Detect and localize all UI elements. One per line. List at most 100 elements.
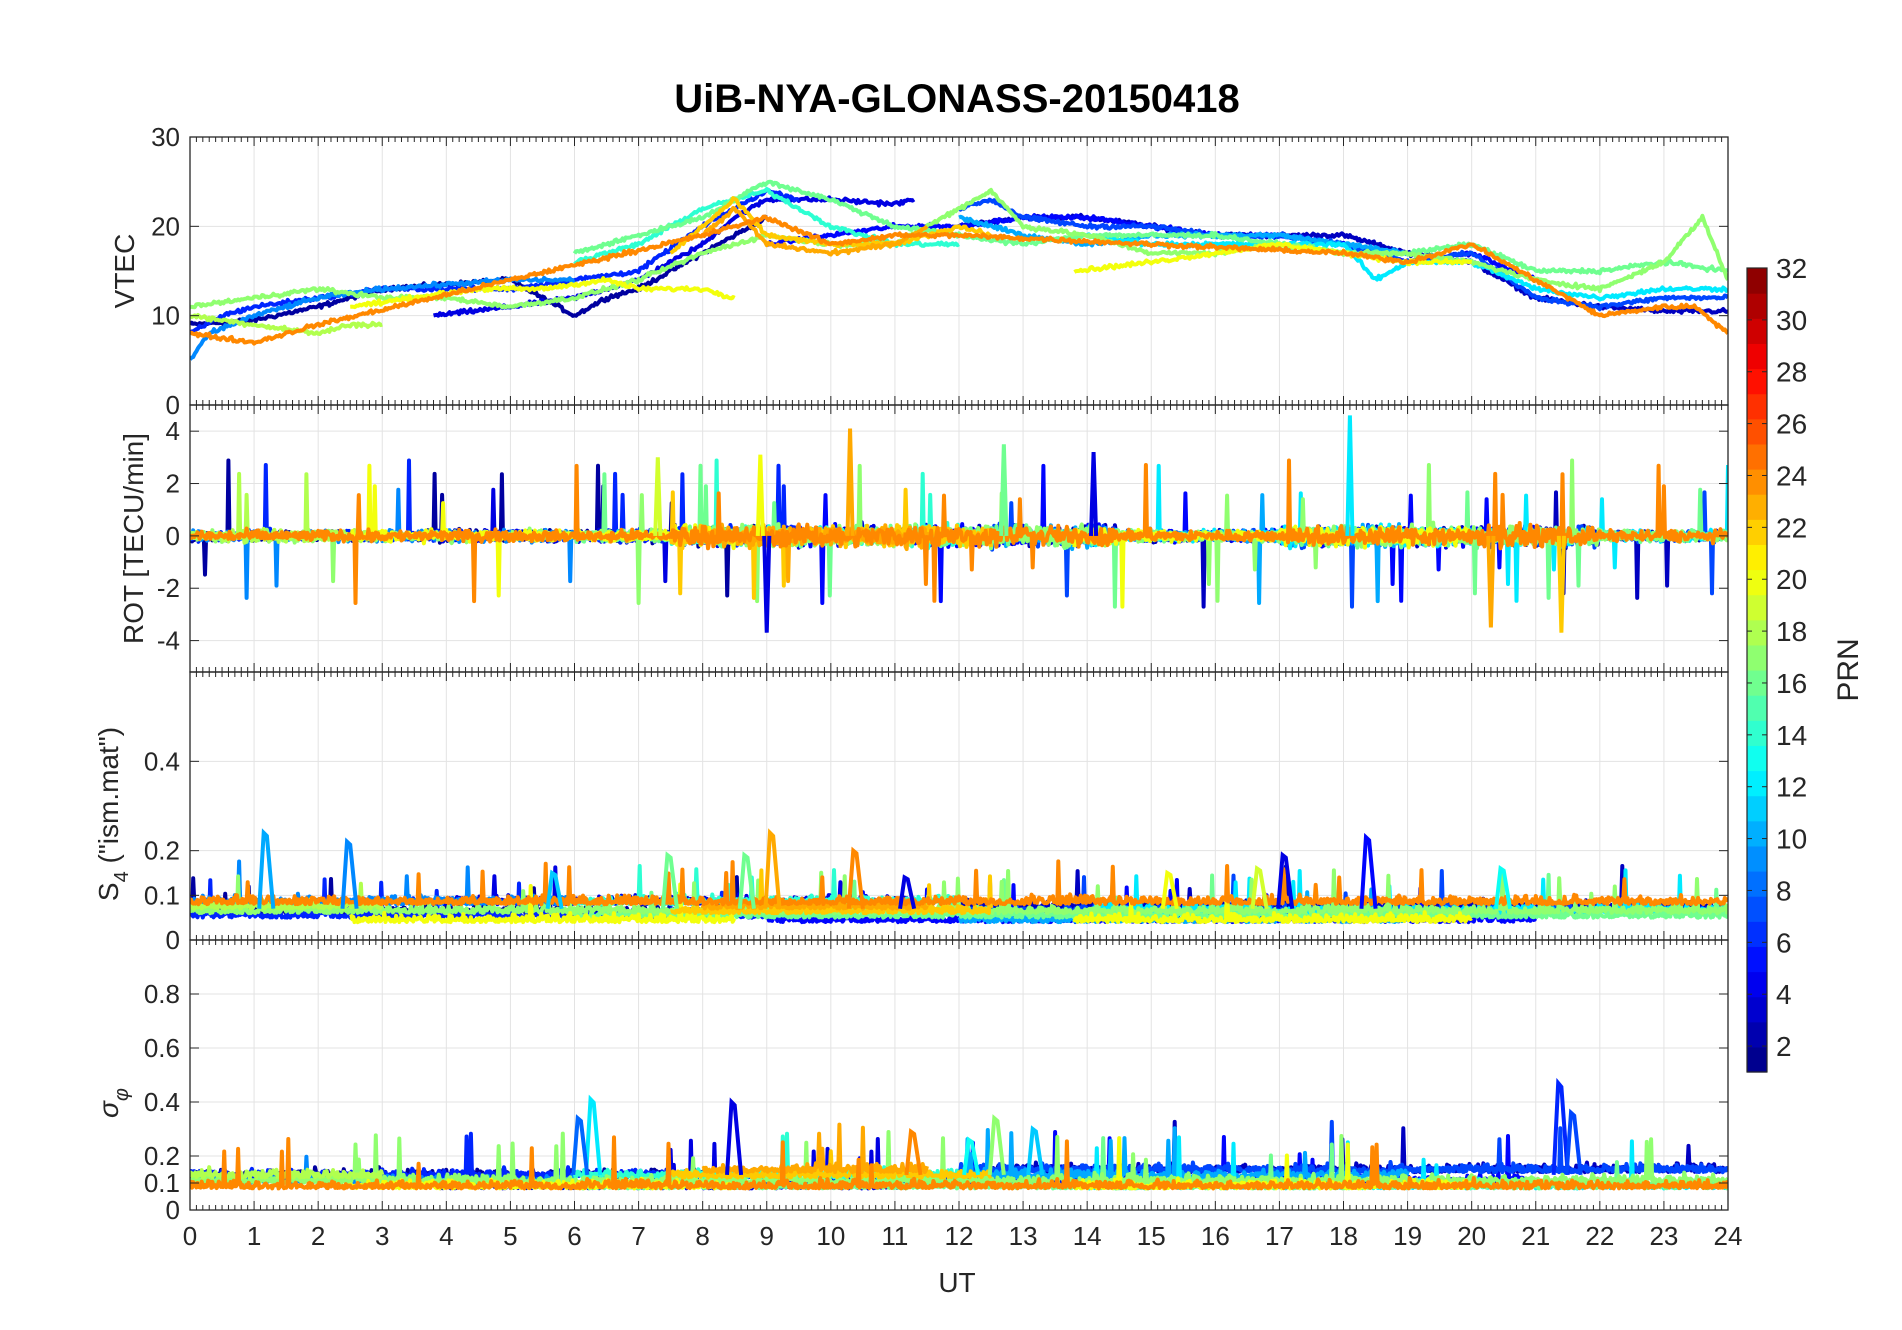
series-line-prn-16 xyxy=(572,179,1728,276)
y-label-main: σ xyxy=(93,1100,124,1118)
x-tick-label: 0 xyxy=(183,1221,197,1251)
colorbar-segment xyxy=(1747,720,1767,746)
panel-rot: -4 -2 0 2 4 ROT [TECU/min] xyxy=(118,404,1729,673)
spike-prn-24 xyxy=(846,846,865,909)
y-tick-label: 0.1 xyxy=(144,1168,180,1198)
colorbar-frame xyxy=(1746,267,1768,1073)
spike-prn-19 xyxy=(653,457,663,536)
colorbar-segment xyxy=(1747,946,1767,973)
y-label-main: S xyxy=(93,882,124,901)
series-line-prn-24 xyxy=(190,859,1728,907)
colorbar-segment xyxy=(1747,1021,1767,1048)
x-tick-label: 17 xyxy=(1265,1221,1294,1251)
series-line-prn-24 xyxy=(190,214,1728,346)
spike-prn-12 xyxy=(1345,415,1355,536)
colorbar-tick-label: 2 xyxy=(1776,1031,1792,1062)
y-tick-label: 30 xyxy=(151,122,180,152)
colorbar-tick-label: 28 xyxy=(1776,357,1807,388)
x-ticks-rot xyxy=(189,405,1729,672)
colorbar-segment xyxy=(1747,343,1767,370)
y-tick-label: 10 xyxy=(151,301,180,331)
y-tick-label: 20 xyxy=(151,211,180,241)
x-ticks-s4 xyxy=(189,672,1729,940)
x-tick-label: 9 xyxy=(760,1221,774,1251)
x-tick-label: 21 xyxy=(1521,1221,1550,1251)
colorbar-segment xyxy=(1747,318,1767,344)
colorbar-tick-label: 4 xyxy=(1776,979,1792,1010)
colorbar-label: PRN xyxy=(1832,638,1865,701)
spike-prn-24 xyxy=(904,1128,923,1176)
colorbar-segment xyxy=(1747,544,1767,571)
series-line-prn-24 xyxy=(190,458,1728,605)
colorbar-tick-label: 22 xyxy=(1776,512,1807,543)
colorbar-segment xyxy=(1747,770,1767,797)
y-tick-label: 0 xyxy=(166,1195,180,1225)
x-tick-label: 7 xyxy=(631,1221,645,1251)
colorbar-tick-label: 30 xyxy=(1776,305,1807,336)
x-ticks-sigphi xyxy=(189,940,1729,1210)
colorbar-segment xyxy=(1747,871,1767,897)
series-line-prn-23 xyxy=(701,206,929,257)
spike-prn-16 xyxy=(660,851,680,909)
spike-prn-4 xyxy=(762,535,772,633)
spike-prn-16 xyxy=(999,444,1009,536)
y-tick-label: -2 xyxy=(157,573,180,603)
colorbar-segment xyxy=(1747,971,1767,998)
spike-prn-7 xyxy=(1564,1108,1583,1176)
series-line-prn-24 xyxy=(190,1135,1728,1191)
x-tick-label: 24 xyxy=(1714,1221,1743,1251)
spike-prn-6 xyxy=(1551,1077,1570,1176)
colorbar-segment xyxy=(1747,670,1767,696)
y-tick-label: 0 xyxy=(166,390,180,420)
colorbar-segment xyxy=(1747,820,1767,847)
colorbar-segment xyxy=(1747,644,1767,671)
colorbar-tick-label: 14 xyxy=(1776,720,1807,751)
x-tick-label: 1 xyxy=(247,1221,261,1251)
x-tick-label: 23 xyxy=(1649,1221,1678,1251)
x-tick-label: 16 xyxy=(1201,1221,1230,1251)
colorbar-segment xyxy=(1747,469,1767,495)
spike-prn-4 xyxy=(898,874,917,910)
y-axis-label-rot: ROT [TECU/min] xyxy=(118,433,149,644)
spike-prn-4 xyxy=(725,1097,744,1176)
colorbar-segment xyxy=(1747,293,1767,319)
spike-prn-20 xyxy=(1160,869,1179,910)
colorbar-segment xyxy=(1747,1046,1767,1073)
y-label-sub: φ xyxy=(111,1088,133,1101)
y-ticks-rot xyxy=(190,430,1728,642)
x-tick-label: 6 xyxy=(567,1221,581,1251)
y-tick-label: -4 xyxy=(157,626,180,656)
colorbar-segment xyxy=(1747,921,1767,947)
colorbar-segment xyxy=(1747,494,1767,520)
x-tick-label: 3 xyxy=(375,1221,389,1251)
y-axis-label-vtec: VTEC xyxy=(109,234,140,309)
series-line-prn-20 xyxy=(1072,878,1473,925)
y-tick-label: 0.2 xyxy=(144,836,180,866)
y-axis-label-s4: S4 ("ism.mat") xyxy=(93,727,133,901)
spike-prn-23 xyxy=(845,428,855,536)
colorbar-tick-label: 18 xyxy=(1776,616,1807,647)
colorbar-segment xyxy=(1747,896,1767,922)
colorbar-segment xyxy=(1747,268,1767,294)
x-tick-label: 18 xyxy=(1329,1221,1358,1251)
series-line-prn-20 xyxy=(349,882,737,925)
y-tick-label: 0.6 xyxy=(144,1033,180,1063)
x-ticks-vtec xyxy=(189,137,1729,405)
colorbar-tick-label: 12 xyxy=(1776,772,1807,803)
colorbar-segment xyxy=(1747,393,1767,420)
x-axis-label: UT xyxy=(938,1267,975,1298)
y-axis-label-sigphi: σφ xyxy=(93,1088,133,1118)
y-tick-label: 2 xyxy=(166,469,180,499)
spike-prn-12 xyxy=(584,1094,603,1176)
series-line-prn-22 xyxy=(669,868,993,916)
x-tick-label: 14 xyxy=(1073,1221,1102,1251)
x-tick-label: 11 xyxy=(881,1221,908,1251)
colorbar-segment xyxy=(1747,745,1767,772)
y-tick-label: 0 xyxy=(166,925,180,955)
y-tick-label: 0.4 xyxy=(144,746,180,776)
x-tick-label: 5 xyxy=(503,1221,517,1251)
